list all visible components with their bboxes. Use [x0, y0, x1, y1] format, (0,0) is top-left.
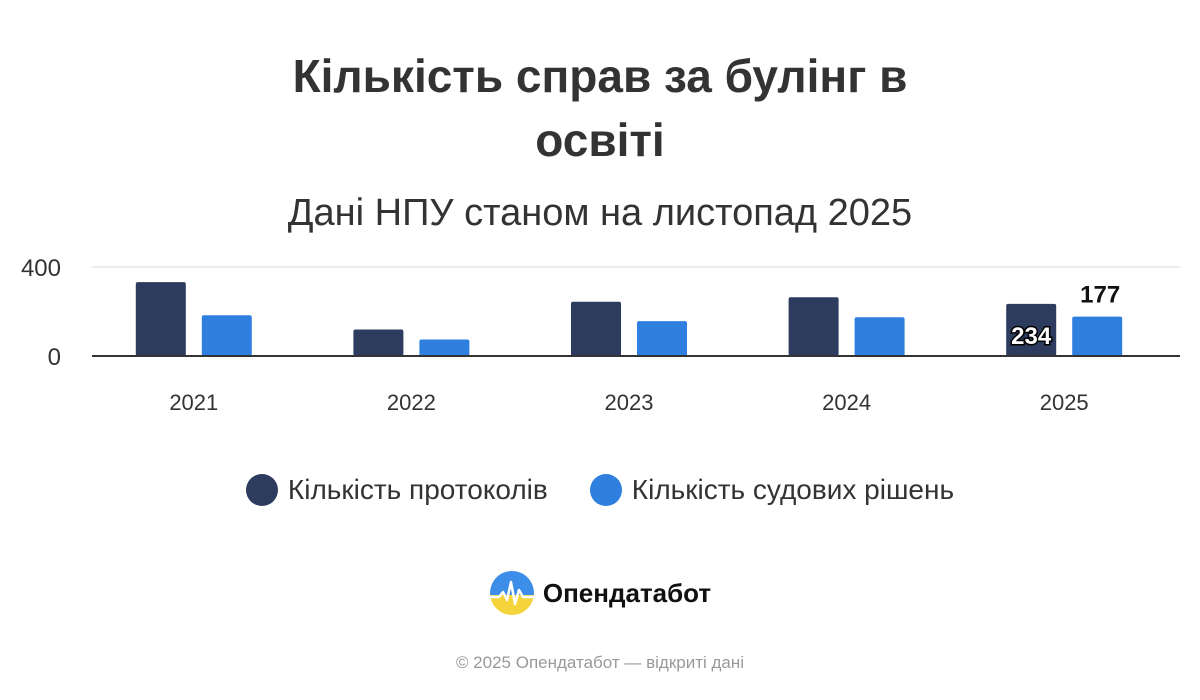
bar-chart: 0 400 2021 2022 2023 2024 234 177 2025	[21, 255, 1180, 415]
bar-court-decisions-2021	[201, 315, 252, 356]
x-tick-label-2022: 2022	[387, 390, 436, 415]
x-tick-label-2024: 2024	[822, 390, 871, 415]
bar-protocols-2024	[788, 297, 839, 356]
bar-court-decisions-2025	[1072, 316, 1123, 356]
opendatabot-logo-icon	[489, 571, 534, 615]
chart-subtitle: Дані НПУ станом на листопад 2025	[287, 192, 913, 234]
bar-court-decisions-2023	[637, 321, 687, 356]
x-tick-label-2021: 2021	[169, 390, 218, 415]
bar-protocols-2021	[135, 282, 186, 356]
y-tick-label: 400	[21, 255, 61, 282]
legend-dot-court-decisions	[589, 474, 622, 506]
legend-item-court-decisions[interactable]: Кількість судових рішень	[589, 474, 955, 506]
brand-name: Опендатабот	[542, 577, 712, 608]
legend-label-protocols: Кількість протоколів	[287, 474, 548, 505]
data-label-protocols-2025: 234	[1011, 323, 1052, 350]
x-tick-label-2025: 2025	[1040, 390, 1089, 415]
bar-protocols-2025	[1006, 303, 1057, 356]
data-label-court-decisions-2025: 177	[1080, 282, 1120, 309]
legend-label-court-decisions: Кількість судових рішень	[631, 474, 955, 505]
x-tick-label-2023: 2023	[605, 390, 654, 415]
bar-court-decisions-2024	[854, 317, 905, 356]
chart-legend: Кількість протоколів Кількість судових р…	[0, 474, 1200, 506]
legend-dot-protocols	[245, 474, 278, 506]
bar-protocols-2023	[571, 301, 621, 356]
bar-court-decisions-2022	[419, 339, 470, 356]
bar-protocols-2022	[353, 329, 404, 356]
legend-item-protocols[interactable]: Кількість протоколів	[245, 474, 548, 506]
chart-title: Кількість справ за булінг в освіті	[292, 50, 908, 166]
footer-copyright: © 2025 Опендатабот — відкриті дані	[455, 653, 745, 672]
y-tick-label: 0	[48, 344, 61, 371]
brand[interactable]: Опендатабот	[0, 570, 1200, 616]
